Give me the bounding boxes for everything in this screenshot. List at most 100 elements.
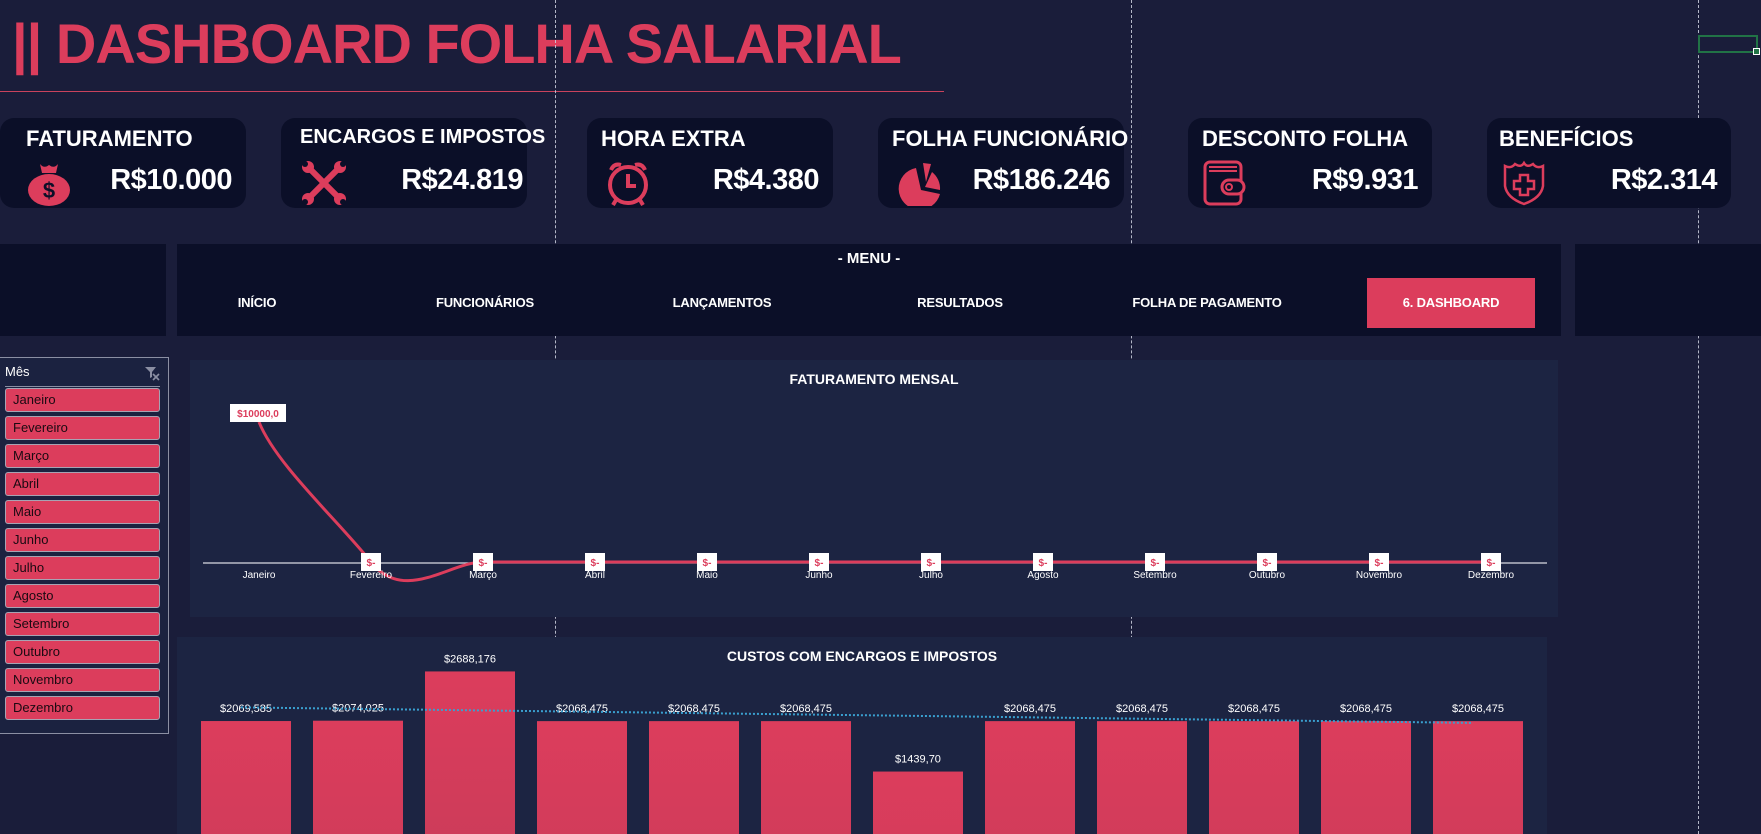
data-label: $- [1263, 558, 1272, 569]
menu-title: - MENU - [837, 250, 901, 267]
menu-item-resultados[interactable]: RESULTADOS [917, 295, 1003, 310]
alarm-clock-icon [608, 162, 648, 206]
data-label-box [809, 553, 829, 571]
kpi-card-folha-funcionario: FOLHA FUNCIONÁRIO R$186.246 [878, 118, 1128, 208]
trendline [240, 706, 1474, 724]
slicer-item[interactable]: Maio [5, 500, 160, 524]
chart-title: FATURAMENTO MENSAL [789, 371, 959, 387]
kpi-value: R$24.819 [401, 164, 523, 196]
data-label-box [697, 553, 717, 571]
clear-filter-icon[interactable] [144, 365, 160, 381]
page-break-line [1698, 0, 1699, 834]
menu-item-lancamentos[interactable]: LANÇAMENTOS [672, 295, 772, 310]
data-label: $- [591, 558, 600, 569]
menu-item-folha-de-pagamento[interactable]: FOLHA DE PAGAMENTO [1132, 295, 1282, 310]
kpi-card-faturamento: FATURAMENTO $ R$10.000 [0, 118, 246, 208]
x-tick-label: Maio [696, 570, 718, 581]
kpi-label: FOLHA FUNCIONÁRIO [892, 126, 1129, 151]
data-label-box [1257, 553, 1277, 571]
title-divider [0, 91, 944, 92]
kpi-label: FATURAMENTO [26, 126, 193, 151]
bar [985, 721, 1075, 834]
bar-data-label: $2688,176 [444, 653, 496, 665]
menu-item-dashboard[interactable]: 6. DASHBOARD [1367, 278, 1535, 328]
bar-data-label: $1439,70 [895, 754, 941, 766]
bar-data-label: $2068,475 [1452, 703, 1504, 715]
custos-encargos-chart: CUSTOS COM ENCARGOS E IMPOSTOS $2069,585… [177, 637, 1547, 834]
kpi-label: ENCARGOS E IMPOSTOS [300, 126, 546, 148]
kpi-label: HORA EXTRA [601, 126, 746, 151]
chart-title: CUSTOS COM ENCARGOS E IMPOSTOS [726, 648, 998, 664]
data-label: $- [815, 558, 824, 569]
bar [761, 721, 851, 834]
slicer-item[interactable]: Abril [5, 472, 160, 496]
bar [313, 720, 403, 834]
slicer-item[interactable]: Janeiro [5, 388, 160, 412]
crossed-wrenches-icon [302, 161, 346, 205]
bar [201, 721, 291, 834]
x-tick-label: Junho [805, 570, 833, 581]
kpi-card-beneficios: BENEFÍCIOS R$2.314 [1487, 118, 1731, 208]
x-tick-label: Março [469, 570, 497, 581]
bar [1209, 721, 1299, 834]
bar [873, 771, 963, 834]
bar-data-label: $2068,475 [1228, 703, 1280, 715]
x-tick-label: Dezembro [1468, 570, 1515, 581]
menu-right-panel [1575, 244, 1761, 336]
data-label: $- [1039, 558, 1048, 569]
bar [1321, 721, 1411, 834]
data-label-box [585, 553, 605, 571]
navigation-menu: - MENU - INÍCIO FUNCIONÁRIOS LANÇAMENTOS… [177, 244, 1561, 336]
slicer-item[interactable]: Setembro [5, 612, 160, 636]
pie-chart-icon [898, 163, 941, 206]
slicer-item[interactable]: Agosto [5, 584, 160, 608]
bar [1433, 721, 1523, 834]
slicer-header-divider [5, 386, 160, 387]
x-tick-label: Novembro [1356, 570, 1403, 581]
slicer-item[interactable]: Outubro [5, 640, 160, 664]
data-label: $- [1487, 558, 1496, 569]
data-label: $- [1375, 558, 1384, 569]
bar-data-label: $2068,475 [1340, 703, 1392, 715]
menu-item-funcionarios[interactable]: FUNCIONÁRIOS [436, 295, 534, 310]
kpi-value: R$4.380 [712, 164, 820, 196]
slicer-item[interactable]: Novembro [5, 668, 160, 692]
bar-data-label: $2068,475 [1116, 703, 1168, 715]
menu-item-inicio[interactable]: INÍCIO [237, 295, 277, 310]
kpi-card-encargos: ENCARGOS E IMPOSTOS R$24.819 [281, 118, 545, 208]
kpi-value: R$9.931 [1311, 164, 1419, 196]
slicer-item[interactable]: Fevereiro [5, 416, 160, 440]
x-tick-label: Julho [919, 570, 943, 581]
page-title: || DASHBOARD FOLHA SALARIAL [12, 12, 902, 75]
slicer-item[interactable]: Dezembro [5, 696, 160, 720]
bar [649, 721, 739, 834]
slicer-item[interactable]: Junho [5, 528, 160, 552]
data-label: $10000,0 [237, 409, 279, 420]
slicer-item[interactable]: Março [5, 444, 160, 468]
data-label: $- [367, 558, 376, 569]
bar-chart-plot: $2069,585 $2074,025$2688,176$2068,475 $206… [201, 653, 1523, 834]
faturamento-mensal-chart: FATURAMENTO MENSAL Janeiro $10000,0 Fevere… [190, 360, 1558, 617]
month-slicer: Mês Janeiro Fevereiro Março Abril Maio Junho J… [0, 357, 169, 734]
slicer-item[interactable]: Julho [5, 556, 160, 580]
x-tick-label: Agosto [1027, 570, 1059, 581]
bar-data-label: $2068,475 [1004, 703, 1056, 715]
x-tick-label: Outubro [1249, 570, 1286, 581]
data-label: $- [479, 558, 488, 569]
bar [537, 721, 627, 834]
data-label-box [921, 553, 941, 571]
medical-shield-icon [1503, 160, 1545, 206]
selected-cell[interactable] [1698, 35, 1760, 55]
x-tick-label: Fevereiro [350, 570, 393, 581]
bar [1097, 721, 1187, 834]
data-label-box [1033, 553, 1053, 571]
faturamento-series-line [257, 421, 1491, 583]
kpi-card-desconto-folha: DESCONTO FOLHA R$9.931 [1188, 118, 1432, 208]
data-label: $- [927, 558, 936, 569]
bar-data-label: $2068,475 [780, 703, 832, 715]
kpi-label: DESCONTO FOLHA [1202, 126, 1409, 151]
data-label-box [230, 404, 286, 422]
bar-data-label: $2068,475 [556, 703, 608, 715]
money-bag-icon: $ [28, 164, 70, 206]
data-label-box [361, 553, 381, 571]
